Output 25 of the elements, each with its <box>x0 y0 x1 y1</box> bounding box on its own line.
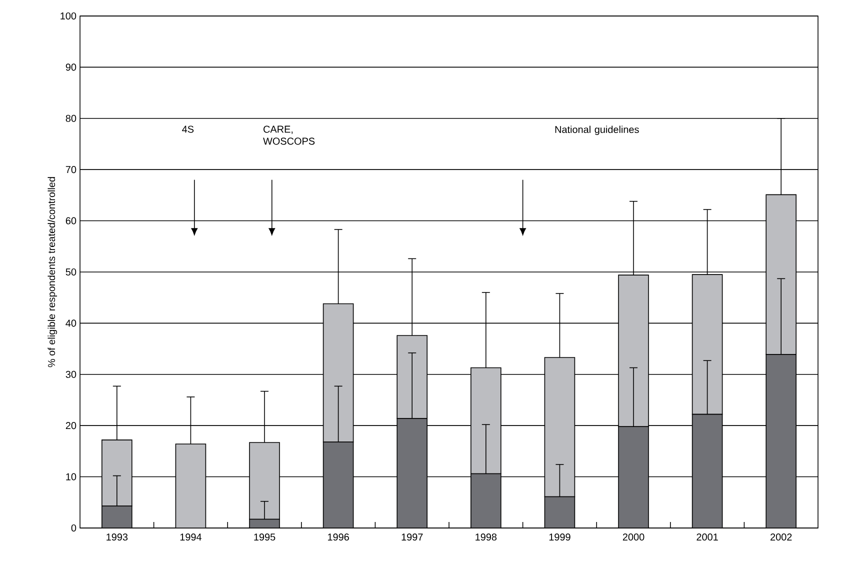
annotation: National guidelines <box>555 126 639 135</box>
annotation: CARE, WOSCOPS <box>263 126 315 145</box>
y-tick-label: 50 <box>66 268 76 276</box>
y-tick-label: 90 <box>66 64 76 71</box>
x-tick-label: 1998 <box>476 534 497 541</box>
x-tick-label: 1997 <box>402 534 423 541</box>
y-tick-label: 30 <box>66 370 76 378</box>
y-tick-label: 0 <box>71 524 76 532</box>
annotation: 4S <box>182 126 194 133</box>
y-tick-label: 20 <box>66 422 76 430</box>
y-tick-label: 100 <box>60 12 76 20</box>
x-tick-label: 1999 <box>549 534 570 541</box>
x-tick-label: 1993 <box>106 534 128 541</box>
y-tick-label: 60 <box>66 217 76 224</box>
y-tick-label: 70 <box>66 166 76 174</box>
x-tick-label: 2001 <box>696 534 718 541</box>
x-tick-label: 1994 <box>180 534 202 541</box>
x-tick-label: 1996 <box>328 534 349 541</box>
y-tick-label: 80 <box>66 114 76 122</box>
x-tick-label: 1995 <box>254 534 276 541</box>
x-tick-label: 2000 <box>622 534 644 541</box>
x-tick-label: 2002 <box>770 534 792 541</box>
y-tick-label: 40 <box>66 320 76 327</box>
y-axis-title: % of eligible respondents treated/controlled <box>48 177 58 368</box>
y-tick-label: 10 <box>66 473 76 480</box>
